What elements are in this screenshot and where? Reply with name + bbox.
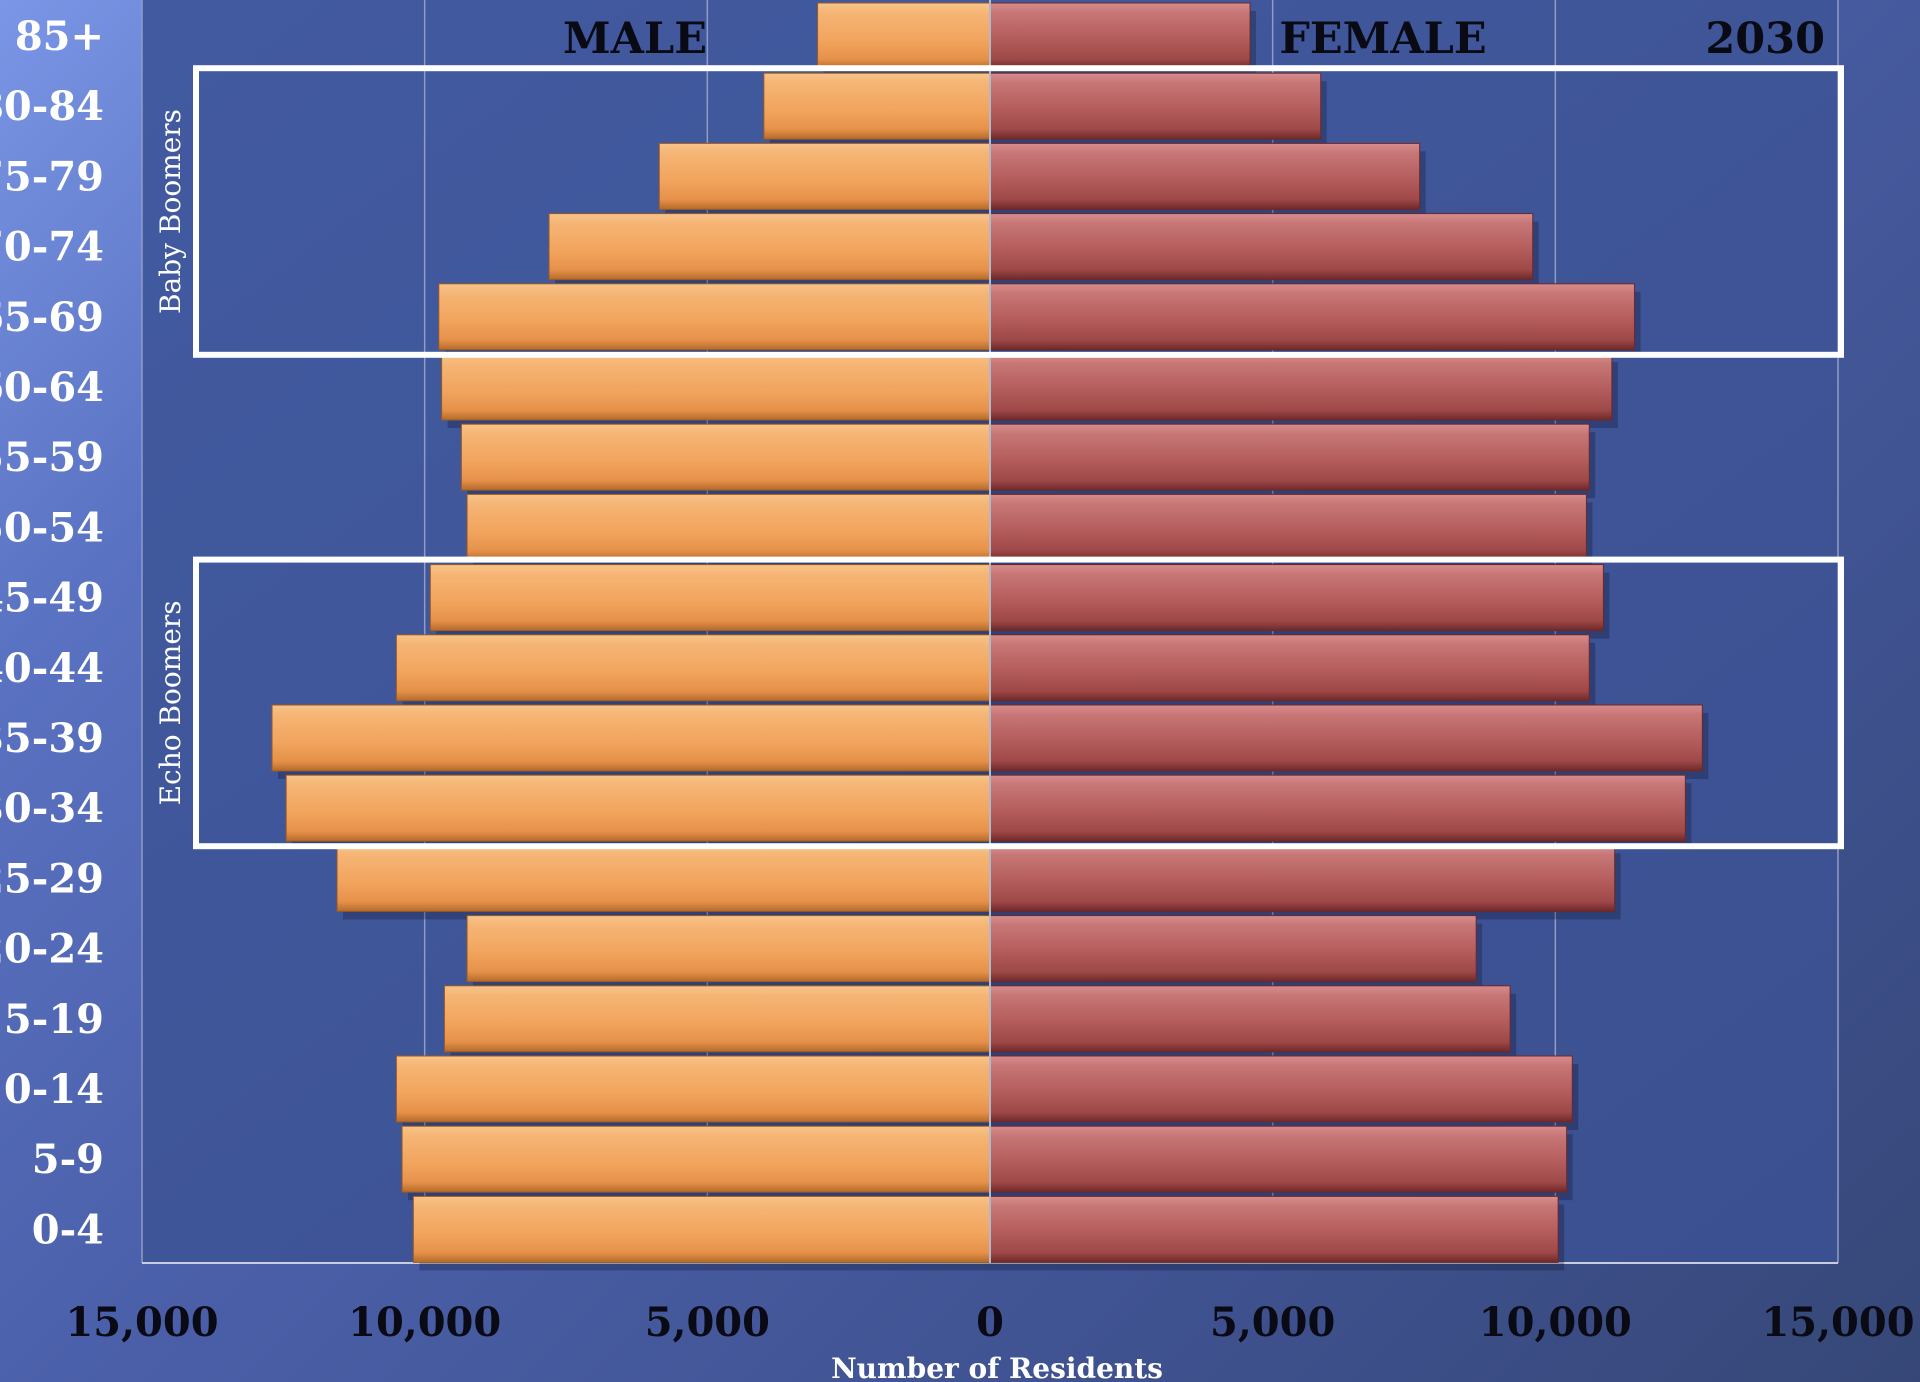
age-group-label: 45-49 bbox=[0, 575, 104, 622]
x-tick-label: 0 bbox=[976, 1299, 1004, 1346]
male-bar bbox=[412, 1195, 991, 1263]
male-bar bbox=[658, 142, 991, 210]
age-group-label: 40-44 bbox=[0, 645, 104, 692]
age-group-label: 80-84 bbox=[0, 83, 104, 130]
female-bar bbox=[989, 283, 1635, 351]
female-bar bbox=[989, 774, 1686, 842]
x-axis-title: Number of Residents bbox=[831, 1352, 1163, 1382]
male-bar bbox=[429, 564, 991, 632]
female-bar bbox=[989, 1125, 1568, 1193]
female-bar bbox=[989, 353, 1613, 421]
age-group-label: 5-9 bbox=[32, 1136, 104, 1183]
x-tick-label: 15,000 bbox=[65, 1299, 218, 1346]
female-bar bbox=[989, 493, 1587, 561]
x-tick-label: 10,000 bbox=[348, 1299, 501, 1346]
male-bar bbox=[460, 423, 991, 491]
male-bar bbox=[438, 283, 991, 351]
male-bar bbox=[443, 985, 991, 1053]
male-bar bbox=[285, 774, 991, 842]
age-group-label: 30-34 bbox=[0, 785, 104, 832]
female-bar bbox=[989, 2, 1251, 70]
female-bar bbox=[989, 423, 1590, 491]
age-group-label: 25-29 bbox=[0, 855, 104, 902]
female-bar bbox=[989, 564, 1604, 632]
highlight-box-label: Echo Boomers bbox=[154, 600, 187, 805]
age-group-label: 15-19 bbox=[0, 996, 104, 1043]
age-group-label: 70-74 bbox=[0, 224, 104, 271]
age-group-label: 35-39 bbox=[0, 715, 104, 762]
age-group-label: 75-79 bbox=[0, 153, 104, 200]
male-bar bbox=[466, 915, 991, 983]
female-bar bbox=[989, 844, 1616, 912]
female-bar bbox=[989, 704, 1703, 772]
male-bar bbox=[763, 72, 991, 140]
male-bar bbox=[441, 353, 991, 421]
age-group-label: 0-4 bbox=[32, 1206, 104, 1253]
male-bar bbox=[401, 1125, 991, 1193]
highlight-box bbox=[193, 556, 1844, 850]
age-group-label: 85+ bbox=[15, 13, 104, 60]
female-bar bbox=[989, 72, 1322, 140]
male-bar bbox=[466, 493, 991, 561]
age-group-label: 10-14 bbox=[0, 1066, 104, 1113]
female-header: FEMALE bbox=[1279, 14, 1486, 64]
x-axis-tick-labels: 15,000 10,000 5,000 0 5,000 10,000 15,000 bbox=[65, 1299, 1914, 1346]
female-bar bbox=[989, 213, 1534, 281]
male-bar bbox=[336, 844, 991, 912]
male-bar bbox=[271, 704, 991, 772]
age-group-labels: 85+ 80-84 75-79 70-74 65-69 60-64 55-59 50-54 45… bbox=[0, 13, 104, 1253]
female-bar bbox=[989, 1195, 1559, 1263]
x-tick-label: 5,000 bbox=[645, 1299, 770, 1346]
female-bar bbox=[989, 1055, 1573, 1123]
age-group-label: 65-69 bbox=[0, 294, 104, 341]
age-group-label: 50-54 bbox=[0, 504, 104, 551]
female-bar bbox=[989, 985, 1511, 1053]
age-group-label: 60-64 bbox=[0, 364, 104, 411]
male-bar bbox=[395, 1055, 991, 1123]
x-tick-label: 15,000 bbox=[1761, 1299, 1914, 1346]
year-label: 2030 bbox=[1705, 14, 1825, 64]
bars-group bbox=[271, 2, 1709, 1271]
male-bar bbox=[395, 634, 991, 702]
highlight-boxes: Baby Boomers Echo Boomers bbox=[154, 65, 1844, 850]
age-group-label: 55-59 bbox=[0, 434, 104, 481]
x-tick-label: 5,000 bbox=[1210, 1299, 1335, 1346]
x-tick-label: 10,000 bbox=[1479, 1299, 1632, 1346]
highlight-box bbox=[193, 65, 1844, 358]
highlight-box-label: Baby Boomers bbox=[154, 109, 187, 314]
female-bar bbox=[989, 915, 1477, 983]
female-bar bbox=[989, 634, 1590, 702]
male-bar bbox=[548, 213, 991, 281]
female-bar bbox=[989, 142, 1421, 210]
age-group-label: 20-24 bbox=[0, 926, 104, 973]
male-bar bbox=[817, 2, 991, 70]
male-header: MALE bbox=[563, 14, 707, 64]
